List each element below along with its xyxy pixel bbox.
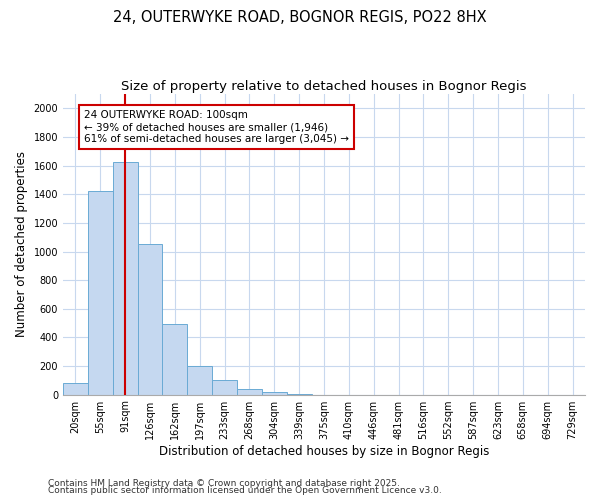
Bar bbox=[187, 366, 212, 394]
Bar bbox=[212, 380, 237, 394]
Bar bbox=[237, 389, 262, 394]
Bar bbox=[137, 244, 163, 394]
Y-axis label: Number of detached properties: Number of detached properties bbox=[15, 152, 28, 338]
Bar bbox=[88, 192, 113, 394]
Text: Contains public sector information licensed under the Open Government Licence v3: Contains public sector information licen… bbox=[48, 486, 442, 495]
Bar bbox=[262, 392, 287, 394]
Bar bbox=[113, 162, 137, 394]
Text: Contains HM Land Registry data © Crown copyright and database right 2025.: Contains HM Land Registry data © Crown c… bbox=[48, 478, 400, 488]
Bar bbox=[63, 383, 88, 394]
Text: 24 OUTERWYKE ROAD: 100sqm
← 39% of detached houses are smaller (1,946)
61% of se: 24 OUTERWYKE ROAD: 100sqm ← 39% of detac… bbox=[84, 110, 349, 144]
Text: 24, OUTERWYKE ROAD, BOGNOR REGIS, PO22 8HX: 24, OUTERWYKE ROAD, BOGNOR REGIS, PO22 8… bbox=[113, 10, 487, 25]
X-axis label: Distribution of detached houses by size in Bognor Regis: Distribution of detached houses by size … bbox=[159, 444, 489, 458]
Bar bbox=[163, 324, 187, 394]
Title: Size of property relative to detached houses in Bognor Regis: Size of property relative to detached ho… bbox=[121, 80, 527, 93]
